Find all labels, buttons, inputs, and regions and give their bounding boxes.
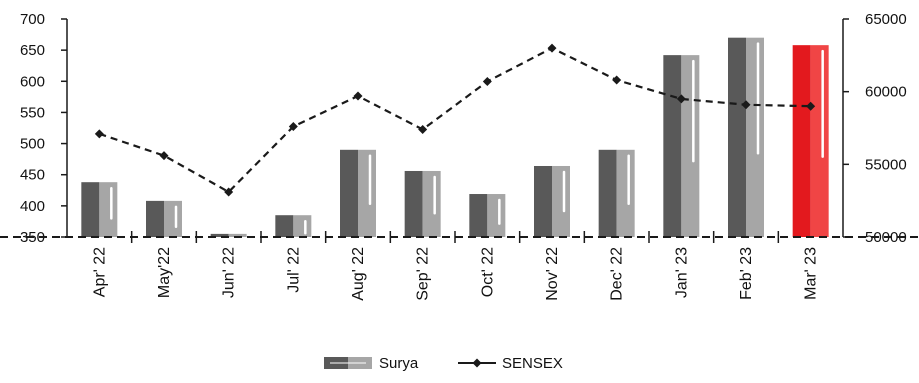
sensex-point [418,124,428,134]
x-tick-label: Aug' 22 [350,247,367,301]
x-axis-baseline [0,231,919,243]
x-tick-label: Jan' 23 [673,247,690,298]
left-tick-label: 550 [20,104,45,121]
surya-bar-light-face [552,165,570,237]
surya-bar-dark-face [146,200,164,237]
surya-bars [81,37,829,237]
surya-bar-light-face [99,182,118,237]
sensex-point [482,76,492,86]
sensex-line [94,43,816,197]
surya-bar [275,215,312,237]
surya-bar [534,165,570,237]
right-tick-label: 60000 [865,84,907,101]
x-tick-label: Dec' 22 [609,247,626,301]
surya-bar-light-face [616,149,635,237]
legend-label-sensex: SENSEX [502,355,563,372]
x-tick-label: Mar' 23 [803,247,820,300]
surya-bar [81,182,118,237]
surya-bar-light-face [810,45,829,237]
surya-bar-dark-face [81,182,100,237]
surya-bar [598,149,635,237]
legend: Surya SENSEX [324,355,563,372]
left-tick-label: 400 [20,198,45,215]
x-tick-label: Jun' 22 [221,247,238,298]
surya-bar-light-face [746,37,764,237]
right-tick-label: 65000 [865,11,907,28]
sensex-point [612,75,622,85]
sensex-point [94,129,104,139]
x-tick-label: Sep' 22 [415,247,432,301]
surya-bar-dark-face [598,149,617,237]
sensex-point [676,94,686,104]
surya-bar [340,149,376,237]
sensex-point [353,91,363,101]
sensex-point [224,187,234,197]
x-tick-label: Feb' 23 [738,247,755,300]
surya-bar [469,194,506,237]
surya-bar-light-face [358,149,376,237]
left-tick-label: 450 [20,167,45,184]
surya-bar [792,45,829,237]
surya-bar-light-face [164,200,182,237]
x-tick-label: Apr' 22 [91,247,108,297]
legend-diamond [472,358,482,368]
sensex-point [547,43,557,53]
surya-bar-dark-face [469,194,488,237]
surya-bar [728,37,764,237]
x-tick-label: Nov' 22 [544,247,561,301]
x-tick-label: Jul' 22 [285,247,302,293]
left-tick-label: 500 [20,136,45,153]
right-tick-label: 55000 [865,156,907,173]
left-tick-label: 650 [20,42,45,59]
sensex-point [159,151,169,161]
left-tick-label: 600 [20,73,45,90]
sensex-path [98,46,811,194]
sensex-point [741,100,751,110]
surya-bar-dark-face [728,37,746,237]
left-tick-label: 700 [20,11,45,28]
surya-bar-dark-face [340,149,358,237]
surya-bar-light-face [681,55,700,237]
x-tick-label: May'22 [156,247,173,298]
x-tick-label: Oct' 22 [479,247,496,297]
sensex-point [288,122,298,132]
surya-bar [146,200,182,237]
surya-bar-dark-face [534,165,552,237]
legend-item-surya: Surya [324,355,419,372]
surya-bar-light-face [422,170,441,237]
sensex-point [806,101,816,111]
surya-bar [210,233,247,237]
surya-bar [663,55,700,237]
surya-bar-dark-face [404,170,423,237]
x-tick-labels: Apr' 22 May'22 Jun' 22 Jul' 22 Aug' 22 Sep' 2… [91,247,819,301]
surya-bar-light-face [228,233,247,237]
surya-bar-light-face [293,215,312,237]
surya-bar-dark-face [210,233,229,237]
surya-bar [404,170,441,237]
surya-bar-light-face [487,194,506,237]
surya-bar-dark-face [792,45,811,237]
surya-bar-dark-face [663,55,682,237]
surya-bar-dark-face [275,215,294,237]
legend-item-sensex: SENSEX [458,355,563,372]
legend-label-surya: Surya [379,355,419,372]
